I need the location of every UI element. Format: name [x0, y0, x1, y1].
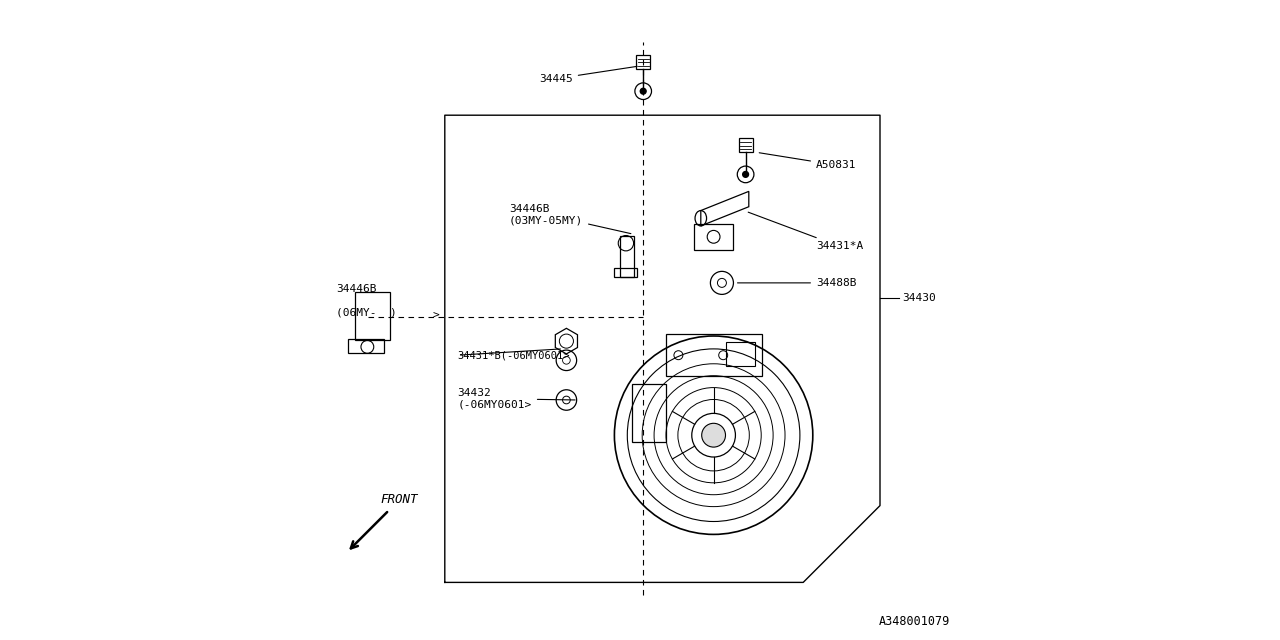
Text: 34432
(-06MY0601>: 34432 (-06MY0601>: [458, 388, 575, 410]
Text: 34431*A: 34431*A: [749, 212, 863, 252]
Text: A348001079: A348001079: [879, 616, 950, 628]
Bar: [348, 339, 384, 353]
Text: 34430: 34430: [901, 292, 936, 303]
Text: 34488B: 34488B: [737, 278, 856, 288]
Bar: [636, 55, 650, 69]
Bar: [666, 334, 762, 376]
Text: >: >: [433, 310, 440, 321]
Bar: [614, 268, 637, 277]
Text: 34446B
(03MY-05MY): 34446B (03MY-05MY): [508, 204, 631, 234]
Bar: [632, 384, 666, 442]
Circle shape: [742, 172, 749, 177]
Text: (06MY-  ): (06MY- ): [335, 307, 397, 317]
Text: 34446B: 34446B: [335, 284, 376, 294]
Text: 34431*B(-06MY0601>: 34431*B(-06MY0601>: [458, 350, 570, 360]
Circle shape: [701, 423, 726, 447]
Text: A50831: A50831: [759, 153, 856, 170]
Bar: [620, 236, 634, 277]
Bar: [355, 292, 390, 340]
Text: FRONT: FRONT: [380, 493, 417, 506]
Bar: [739, 138, 753, 152]
Bar: [694, 224, 732, 250]
Text: 34445: 34445: [539, 67, 637, 84]
Circle shape: [640, 88, 646, 94]
Bar: [727, 342, 755, 366]
